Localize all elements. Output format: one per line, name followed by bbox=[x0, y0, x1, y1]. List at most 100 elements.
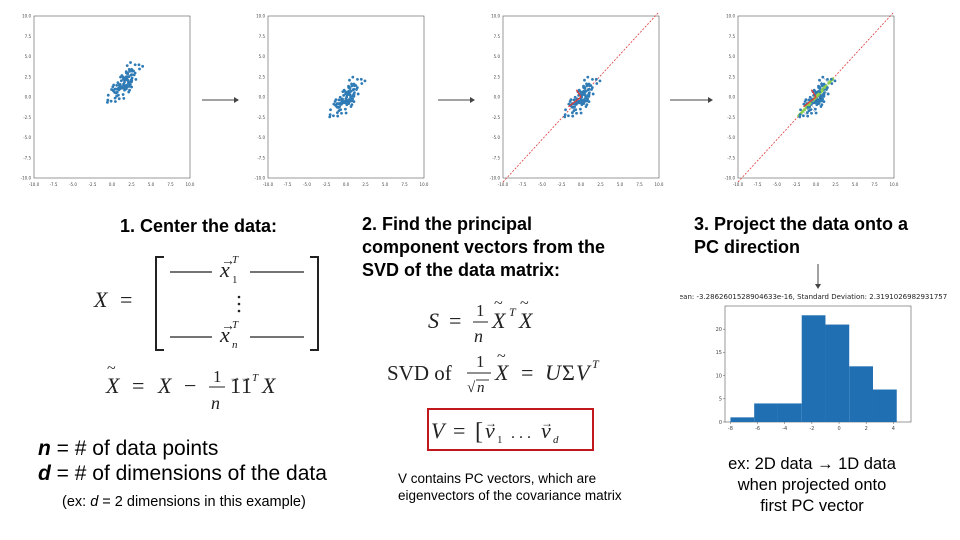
svg-text:=: = bbox=[521, 360, 533, 385]
data-point bbox=[807, 109, 811, 113]
svg-text:V: V bbox=[431, 418, 447, 443]
svg-text:X: X bbox=[105, 373, 121, 398]
step-2-title-line: 2. Find the principal bbox=[362, 214, 533, 234]
data-point bbox=[591, 92, 595, 96]
svg-text:→: → bbox=[221, 254, 235, 269]
data-point bbox=[829, 77, 833, 81]
data-point bbox=[349, 96, 352, 100]
y-tick-label: 0.0 bbox=[25, 95, 32, 100]
svg-text:→: → bbox=[221, 319, 235, 334]
x-tick-label: 5.0 bbox=[617, 182, 624, 187]
data-point bbox=[583, 87, 587, 90]
y-tick-label: 0.0 bbox=[494, 95, 501, 100]
y-tick-label: -5.0 bbox=[23, 135, 31, 140]
data-point bbox=[818, 87, 822, 90]
data-point bbox=[348, 90, 352, 94]
histogram-bar bbox=[801, 315, 826, 422]
svg-text:n: n bbox=[474, 326, 483, 346]
v-matrix-highlight-box bbox=[427, 408, 594, 451]
result-note: ex: 2D data → 1D data when projected ont… bbox=[694, 454, 930, 517]
data-point bbox=[586, 75, 590, 79]
x-tick-label: 2.5 bbox=[362, 182, 369, 187]
data-point bbox=[808, 95, 812, 99]
step-2-title: 2. Find the principal component vectors … bbox=[362, 213, 605, 282]
data-point bbox=[583, 99, 587, 103]
projected-point bbox=[823, 86, 827, 90]
projected-point bbox=[815, 93, 819, 97]
data-point bbox=[363, 79, 367, 83]
svg-text:1: 1 bbox=[497, 434, 503, 446]
svg-text:n: n bbox=[477, 380, 485, 396]
x-tick-label: -2 bbox=[809, 426, 814, 432]
pc-vector-2 bbox=[575, 89, 582, 98]
histogram-title: Mean: -3.2862601528904633e-16, Standard … bbox=[680, 293, 947, 301]
data-point bbox=[805, 111, 809, 115]
x-tick-label: 7.5 bbox=[401, 182, 408, 187]
svg-text:~: ~ bbox=[107, 360, 116, 377]
y-tick-label: -2.5 bbox=[727, 115, 735, 120]
y-tick-label: -10.0 bbox=[725, 176, 736, 181]
x-tick-label: -7.5 bbox=[284, 182, 292, 187]
x-tick-label: 7.5 bbox=[636, 182, 643, 187]
data-point bbox=[821, 94, 825, 98]
data-point bbox=[573, 95, 577, 99]
data-point bbox=[113, 100, 117, 103]
step-3-title: 3. Project the data onto a PC direction bbox=[694, 213, 908, 259]
data-point bbox=[572, 98, 576, 102]
data-point bbox=[340, 111, 343, 115]
svg-text:Σ: Σ bbox=[562, 360, 575, 385]
histogram-bar bbox=[825, 324, 850, 422]
projection-histogram: Mean: -3.2862601528904633e-16, Standard … bbox=[680, 293, 947, 432]
data-point bbox=[126, 82, 130, 85]
data-point bbox=[585, 84, 589, 88]
svg-text:=: = bbox=[120, 287, 132, 312]
svg-text:1: 1 bbox=[213, 367, 222, 386]
y-tick-label: -7.5 bbox=[257, 155, 265, 160]
x-tick-label: -4 bbox=[782, 426, 787, 432]
y-tick-label: 10.0 bbox=[726, 14, 735, 19]
x-tick-label: 2.5 bbox=[597, 182, 604, 187]
data-point bbox=[128, 80, 132, 84]
data-point bbox=[360, 82, 364, 85]
svg-text:v: v bbox=[541, 418, 551, 443]
svg-text:→: → bbox=[229, 370, 241, 384]
step-1-title: 1. Center the data: bbox=[120, 216, 278, 236]
n-definition: n = # of data points bbox=[38, 437, 218, 461]
data-point bbox=[352, 87, 356, 91]
pc-vector-1 bbox=[568, 96, 582, 108]
svg-text:1: 1 bbox=[476, 352, 485, 371]
data-point bbox=[571, 114, 575, 118]
data-point bbox=[818, 90, 822, 94]
x-tick-label: 10.0 bbox=[655, 182, 664, 187]
svg-text:X: X bbox=[494, 360, 510, 385]
data-point bbox=[820, 84, 824, 88]
y-tick-label: 10.0 bbox=[491, 14, 500, 19]
data-point bbox=[350, 98, 354, 102]
x-tick-label: 2 bbox=[865, 426, 868, 432]
svg-text:1: 1 bbox=[241, 373, 252, 398]
svg-text:SVD of: SVD of bbox=[387, 361, 452, 385]
y-tick-label: -10.0 bbox=[490, 176, 501, 181]
data-point bbox=[356, 92, 360, 96]
data-point bbox=[806, 114, 810, 118]
svg-text:d: d bbox=[553, 434, 559, 446]
y-tick-label: 15 bbox=[716, 350, 722, 356]
x-tick-label: 0 bbox=[837, 426, 840, 432]
x-tick-label: 0.0 bbox=[343, 182, 350, 187]
data-point bbox=[583, 90, 587, 94]
data-point bbox=[567, 114, 570, 118]
data-point bbox=[812, 88, 816, 92]
y-tick-label: 7.5 bbox=[729, 34, 736, 39]
data-point bbox=[584, 96, 587, 100]
svg-text:T: T bbox=[232, 254, 239, 266]
svg-text:1: 1 bbox=[232, 274, 238, 286]
example-post: = 2 dimensions in this example) bbox=[98, 494, 306, 510]
data-point bbox=[128, 69, 131, 73]
y-tick-label: 2.5 bbox=[25, 74, 32, 79]
result-note-line: first PC vector bbox=[760, 497, 864, 515]
projected-point bbox=[820, 89, 824, 93]
histogram-bar bbox=[849, 366, 873, 422]
data-point bbox=[356, 77, 359, 81]
y-tick-label: 5.0 bbox=[25, 54, 32, 59]
svg-text:S: S bbox=[428, 308, 439, 333]
